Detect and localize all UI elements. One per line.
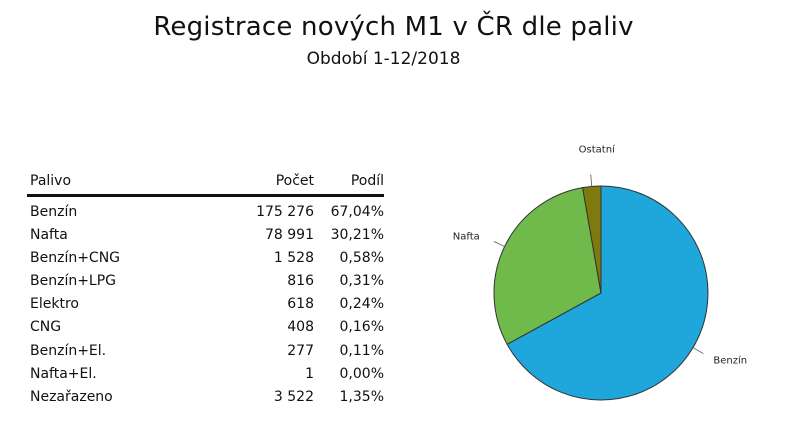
pie-leader-line	[692, 347, 704, 355]
pie-label-nafta: Nafta	[453, 231, 480, 242]
table-body: Benzín 175 276 67,04% Nafta 78 991 30,21…	[27, 204, 384, 412]
row-palivo: Elektro	[30, 296, 79, 313]
table-row: Elektro 618 0,24%	[27, 296, 384, 319]
row-palivo: Benzín+CNG	[30, 250, 121, 267]
pie-label-benz-n: Benzín	[713, 355, 747, 367]
table-row: Nezařazeno 3 522 1,35%	[27, 389, 384, 412]
row-podil: 1,35%	[339, 388, 384, 405]
row-pocet: 408	[287, 319, 314, 336]
row-podil: 67,04%	[330, 204, 384, 220]
row-pocet: 816	[287, 273, 314, 290]
chart-subtitle: Období 1-12/2018	[306, 49, 461, 69]
row-pocet: 277	[287, 342, 314, 359]
row-palivo: Nafta	[30, 227, 68, 244]
fuel-table: Palivo Počet Podíl Benzín 175 276 67,04%…	[27, 170, 384, 412]
row-pocet: 618	[287, 296, 314, 313]
row-palivo: Benzín+LPG	[30, 273, 117, 290]
row-podil: 30,21%	[330, 227, 384, 244]
row-palivo: Nezařazeno	[30, 388, 113, 405]
table-row: Benzín+CNG 1 528 0,58%	[27, 250, 384, 273]
pie-chart: Benzín Nafta Ostatní	[430, 130, 787, 430]
row-pocet: 3 522	[273, 388, 314, 405]
row-pocet: 78 991	[265, 227, 314, 244]
header-podil: Podíl	[350, 173, 384, 189]
table-row: Nafta 78 991 30,21%	[27, 227, 384, 250]
pie-leader-line	[590, 174, 593, 187]
row-pocet: 1 528	[273, 250, 314, 267]
table-row: Nafta+El. 1 0,00%	[27, 366, 384, 389]
pie-chart-svg: Benzín Nafta Ostatní	[453, 143, 747, 401]
row-pocet: 175 276	[256, 204, 314, 220]
table-row: Benzín+El. 277 0,11%	[27, 343, 384, 366]
row-palivo: CNG	[30, 319, 62, 336]
row-podil: 0,31%	[339, 273, 384, 290]
pie-label-ostatn-: Ostatní	[579, 143, 616, 155]
row-pocet: 1	[305, 365, 314, 382]
table-row: CNG 408 0,16%	[27, 319, 384, 342]
row-podil: 0,58%	[339, 250, 384, 267]
row-palivo: Benzín+El.	[30, 342, 107, 359]
header-pocet: Počet	[275, 173, 314, 189]
pie-slice-benz-n	[506, 185, 709, 401]
header-palivo: Palivo	[30, 173, 72, 189]
table-row: Benzín 175 276 67,04%	[27, 204, 384, 227]
chart-title: Registrace nových M1 v ČR dle paliv	[153, 12, 634, 42]
pie-leader-line	[493, 240, 505, 247]
row-podil: 0,16%	[339, 319, 384, 336]
row-palivo: Nafta+El.	[30, 365, 97, 382]
table-row: Benzín+LPG 816 0,31%	[27, 273, 384, 296]
pie-slice-ostatn-	[582, 185, 602, 294]
row-podil: 0,00%	[339, 365, 384, 382]
row-podil: 0,24%	[339, 296, 384, 313]
row-podil: 0,11%	[339, 342, 384, 359]
table-header: Palivo Počet Podíl	[27, 170, 384, 197]
row-palivo: Benzín	[30, 204, 78, 220]
